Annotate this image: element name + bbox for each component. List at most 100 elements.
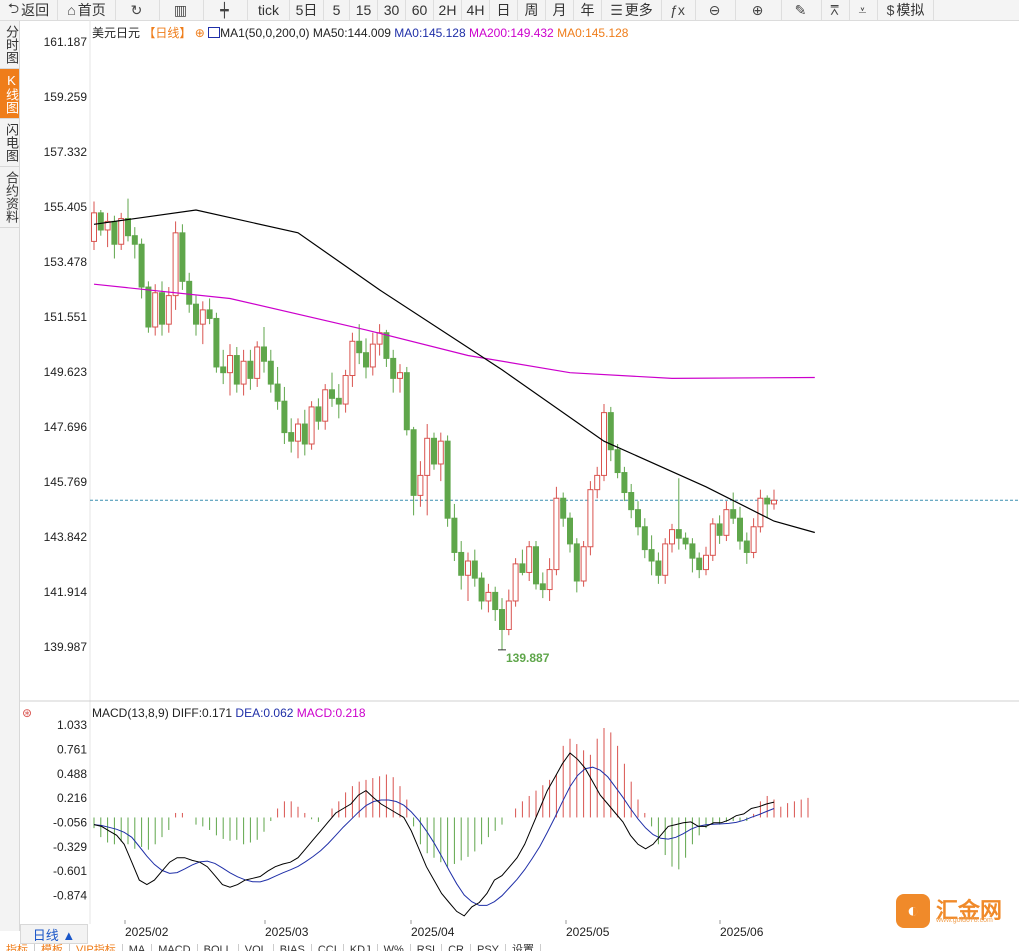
bottom-tab-9[interactable]: KDJ	[344, 944, 378, 951]
toolbar-item-14[interactable]: 周	[518, 0, 546, 20]
candle-body	[764, 497, 771, 505]
candle-body	[709, 523, 716, 556]
macd-settings-icon[interactable]: ⊛	[22, 706, 33, 720]
toolbar-item-0[interactable]: ⮌ 返回	[0, 0, 58, 20]
candle-body	[111, 220, 118, 245]
toolbar-item-13[interactable]: 日	[490, 0, 518, 20]
candle-body	[335, 397, 342, 405]
zoom-in-icon: ⊕	[751, 1, 764, 18]
candle-body	[349, 340, 356, 377]
candle-body	[526, 546, 533, 573]
toolbar-item-10[interactable]: 60	[406, 0, 434, 20]
toolbar: ⮌ 返回 ⌂ 首页 ↻ ▥ ┿ tick 5日 5 15 30 60 2H 4H 日周月年 ☰ 更多 ƒx ⊖ ⊕ ✎ ⩞ ⩡…	[0, 0, 1019, 21]
macd-legend-diff: DIFF:0.171	[172, 706, 233, 720]
candle-body	[743, 540, 750, 553]
pencil-icon: ✎	[794, 1, 807, 18]
home-icon: ⌂	[67, 2, 76, 18]
candle-body	[478, 577, 485, 602]
candle-body	[553, 497, 560, 571]
candle-body	[437, 440, 444, 465]
toolbar-item-18[interactable]: ƒx	[662, 0, 696, 20]
bottom-tab-11[interactable]: RSI	[411, 944, 443, 951]
sidebar-tab-1[interactable]: K线图	[0, 69, 19, 119]
settings-icon[interactable]: ⊕	[194, 26, 205, 40]
refresh-icon: ↻	[130, 1, 143, 18]
toolbar-label: 月	[552, 2, 567, 18]
toolbar-item-11[interactable]: 2H	[434, 0, 462, 20]
toolbar-item-2[interactable]: ↻	[116, 0, 160, 20]
toolbar-label: 2H	[438, 2, 457, 18]
bottom-tab-6[interactable]: VOL	[239, 944, 274, 951]
price-tick-label: 161.187	[44, 35, 88, 49]
toolbar-item-15[interactable]: 月	[546, 0, 574, 20]
toolbar-item-17[interactable]: ☰ 更多	[602, 0, 662, 20]
logo-name: 汇金网	[936, 898, 1003, 923]
bottom-tab-0[interactable]: 指标	[0, 944, 35, 951]
macd-tick-label: 0.488	[57, 767, 87, 781]
macd-tick-label: -0.874	[53, 889, 87, 903]
toolbar-label: 模拟	[896, 2, 925, 18]
bottom-tab-1[interactable]: 模板	[35, 944, 70, 951]
toolbar-item-9[interactable]: 30	[378, 0, 406, 20]
toolbar-item-19[interactable]: ⊖	[696, 0, 736, 20]
candle-body	[295, 423, 301, 442]
toolbar-item-8[interactable]: 15	[350, 0, 378, 20]
toolbar-item-21[interactable]: ✎	[782, 0, 822, 20]
toolbar-label: 更多	[624, 2, 653, 18]
toolbar-item-5[interactable]: tick	[248, 0, 290, 20]
toolbar-item-16[interactable]: 年	[574, 0, 602, 20]
footer: 日线 ▲	[20, 924, 1019, 951]
bottom-tab-12[interactable]: CR	[442, 944, 471, 951]
toolbar-item-7[interactable]: 5	[324, 0, 350, 20]
toolbar-label: tick	[258, 2, 279, 18]
sidebar-tab-0[interactable]: 分时图	[0, 21, 19, 69]
candle-body	[179, 232, 186, 282]
toolbar-item-3[interactable]: ▥	[160, 0, 204, 20]
candle-body	[716, 523, 723, 536]
legend-period[interactable]: 【日线】	[143, 26, 192, 40]
candle-body	[397, 372, 403, 379]
bottom-tab-14[interactable]: 设置	[506, 944, 542, 951]
candle-body	[199, 309, 206, 325]
bottom-tab-10[interactable]: W%	[378, 944, 411, 951]
bottom-tab-8[interactable]: CCI	[312, 944, 344, 951]
candle-body	[267, 360, 274, 385]
toolbar-item-20[interactable]: ⊕	[736, 0, 782, 20]
candle-body	[288, 432, 295, 442]
candle-body	[138, 243, 145, 288]
bottom-tab-4[interactable]: MACD	[152, 944, 198, 951]
candle-body	[655, 560, 662, 576]
period-button[interactable]: 日线 ▲	[20, 924, 88, 944]
toolbar-item-22[interactable]: ⩞	[822, 0, 850, 20]
bottom-tab-5[interactable]: BOLL	[198, 944, 239, 951]
candle-body	[172, 232, 179, 297]
candle-body	[410, 429, 417, 496]
candle-body	[601, 412, 607, 476]
bottom-tab-2[interactable]: VIP指标	[70, 944, 123, 951]
sidebar-tab-2[interactable]: 闪电图	[0, 119, 19, 167]
toolbar-item-6[interactable]: 5日	[290, 0, 324, 20]
candle-body	[104, 220, 111, 231]
bottom-tab-7[interactable]: BIAS	[274, 944, 312, 951]
indicator-icon[interactable]	[208, 27, 221, 38]
price-tick-label: 145.769	[44, 475, 88, 489]
candle-body	[533, 546, 539, 585]
candle-body	[91, 212, 97, 242]
toolbar-item-4[interactable]: ┿	[204, 0, 248, 20]
legend-ma50: MA50:144.009	[312, 26, 391, 40]
toolbar-item-24[interactable]: $ 模拟	[878, 0, 934, 20]
candle-body	[587, 489, 594, 548]
macd-legend-name: MACD(13,8,9)	[92, 706, 169, 720]
bottom-tab-3[interactable]: MA	[123, 944, 153, 951]
bottom-tab-13[interactable]: PSY	[471, 944, 507, 951]
toolbar-item-12[interactable]: 4H	[462, 0, 490, 20]
candle-body	[206, 309, 213, 319]
toolbar-item-1[interactable]: ⌂ 首页	[58, 0, 116, 20]
candle-body	[213, 317, 220, 368]
candle-body	[669, 529, 675, 545]
toolbar-item-23[interactable]: ⩡	[850, 0, 878, 20]
candle-body	[730, 509, 737, 519]
candle-body	[689, 543, 696, 559]
sidebar-tab-3[interactable]: 合约资料	[0, 167, 19, 228]
